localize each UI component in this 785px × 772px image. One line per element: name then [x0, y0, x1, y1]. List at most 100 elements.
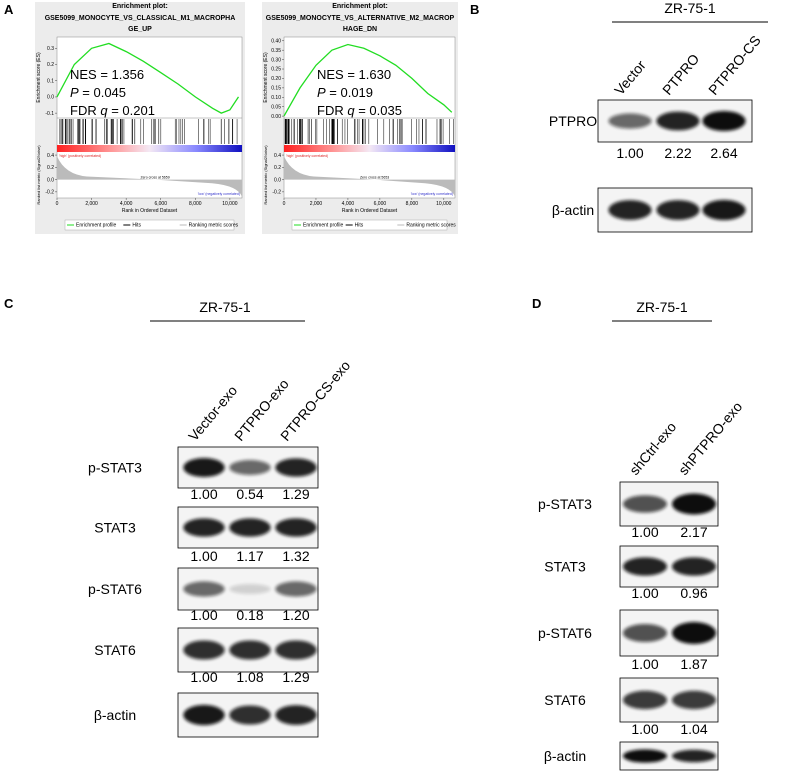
low-label: 'low' (negatively correlated): [411, 192, 453, 196]
x-tick-label: 6,000: [374, 201, 387, 207]
y-tick-label: 0.3: [47, 46, 54, 52]
legend-box: [291, 219, 448, 231]
p-number: = 0.019: [326, 85, 373, 100]
nes: NES = 1.630: [317, 67, 391, 82]
zero-cross: Zero cross at 5659: [140, 176, 169, 180]
blot-label: β-actin: [544, 748, 586, 764]
lane-label: PTPRO: [659, 51, 702, 98]
quantification: 1.00: [190, 669, 217, 685]
quantification: 1.87: [680, 656, 707, 672]
band: [608, 200, 652, 220]
blot-label: β-actin: [552, 202, 594, 218]
y2-tick-label: 0.4: [47, 153, 54, 159]
blot-label: STAT3: [544, 559, 586, 575]
p-label: P: [70, 85, 79, 100]
p-number: = 0.045: [79, 85, 126, 100]
quantification: 1.00: [631, 585, 658, 601]
blot-label: p-STAT3: [88, 460, 142, 476]
q-label: q: [100, 103, 108, 118]
x-axis-label: Rank in Ordered Dataset: [342, 208, 398, 214]
fdr-number: = 0.201: [108, 103, 155, 118]
x-tick-label: 10,000: [222, 201, 238, 207]
rank-bar: [284, 145, 455, 152]
band: [622, 623, 668, 643]
panel-label: B: [470, 2, 479, 17]
p-value: P = 0.045: [70, 85, 126, 100]
quantification: 1.00: [631, 656, 658, 672]
band: [622, 749, 668, 763]
y-tick-label: 0.10: [271, 95, 281, 101]
x-tick-label: 8,000: [189, 201, 202, 207]
high-label: 'high' (positively correlated): [286, 154, 328, 158]
quantification: 2.64: [710, 145, 737, 161]
quantification: 1.29: [282, 669, 309, 685]
plot-title: Enrichment plot:: [332, 3, 388, 10]
fdr-label: FDR: [317, 103, 347, 118]
y-axis-label: Enrichment score (ES): [263, 52, 269, 103]
band: [229, 640, 271, 660]
quantification: 1.00: [190, 548, 217, 564]
quantification: 1.00: [631, 524, 658, 540]
y2-tick-label: 0.0: [47, 177, 54, 183]
band: [229, 584, 271, 594]
y2-axis-label: Ranked list metric (Signal2Noise): [263, 145, 268, 205]
cell-line: ZR-75-1: [636, 299, 688, 315]
y-tick-label: -0.1: [45, 111, 54, 117]
p-value: P = 0.019: [317, 85, 373, 100]
quantification: 1.00: [190, 607, 217, 623]
band: [622, 690, 668, 710]
blot-label: p-STAT3: [538, 496, 592, 512]
quantification: 0.54: [236, 486, 263, 502]
band: [671, 690, 717, 710]
band: [183, 704, 225, 726]
q-label: q: [347, 103, 355, 118]
quantification: 1.00: [631, 721, 658, 737]
lane-label: Vector: [611, 57, 649, 98]
plot-title: GE_UP: [128, 26, 152, 33]
band: [229, 705, 271, 725]
blot-label: STAT6: [544, 692, 586, 708]
band: [275, 640, 317, 660]
high-label: 'high' (positively correlated): [59, 154, 101, 158]
quantification: 0.18: [236, 607, 263, 623]
band: [671, 622, 717, 644]
band: [275, 705, 317, 725]
quantification: 2.22: [664, 145, 691, 161]
x-tick-label: 4,000: [342, 201, 355, 207]
band: [183, 458, 225, 477]
lane-label: shPTPRO-exo: [675, 398, 745, 478]
x-tick-label: 8,000: [406, 201, 419, 207]
y-tick-label: 0.20: [271, 76, 281, 82]
fdr-number: = 0.035: [355, 103, 402, 118]
x-axis-label: Rank in Ordered Dataset: [122, 208, 178, 214]
legend-label: Ranking metric scores: [406, 223, 456, 229]
legend-label: Ranking metric scores: [189, 223, 239, 229]
band: [671, 749, 717, 763]
blot-label: p-STAT6: [88, 581, 142, 597]
y2-tick-label: 0.4: [274, 153, 281, 159]
y2-tick-label: 0.2: [47, 165, 54, 171]
legend-label: Hits: [355, 223, 364, 229]
fdr: FDR q = 0.035: [317, 103, 402, 118]
legend-label: Enrichment profile: [76, 223, 117, 229]
fdr-label: FDR: [70, 103, 100, 118]
legend-label: Hits: [132, 223, 141, 229]
quantification: 1.20: [282, 607, 309, 623]
es-curve: [56, 42, 240, 114]
plot-area: [283, 36, 456, 199]
lane-label: PTPRO-CS-exo: [277, 357, 353, 444]
cell-line: ZR-75-1: [664, 0, 716, 16]
band: [656, 111, 700, 131]
y2-tick-label: -0.2: [272, 190, 281, 196]
quantification: 1.29: [282, 486, 309, 502]
blot-label: STAT6: [94, 642, 136, 658]
legend-box: [64, 219, 235, 231]
quantification: 1.00: [616, 145, 643, 161]
band: [275, 458, 317, 477]
y-axis-label: Enrichment score (ES): [36, 52, 42, 103]
quantification: 1.04: [680, 721, 707, 737]
plot-title: HAGE_DN: [343, 26, 377, 33]
band: [671, 493, 717, 515]
p-label: P: [317, 85, 326, 100]
